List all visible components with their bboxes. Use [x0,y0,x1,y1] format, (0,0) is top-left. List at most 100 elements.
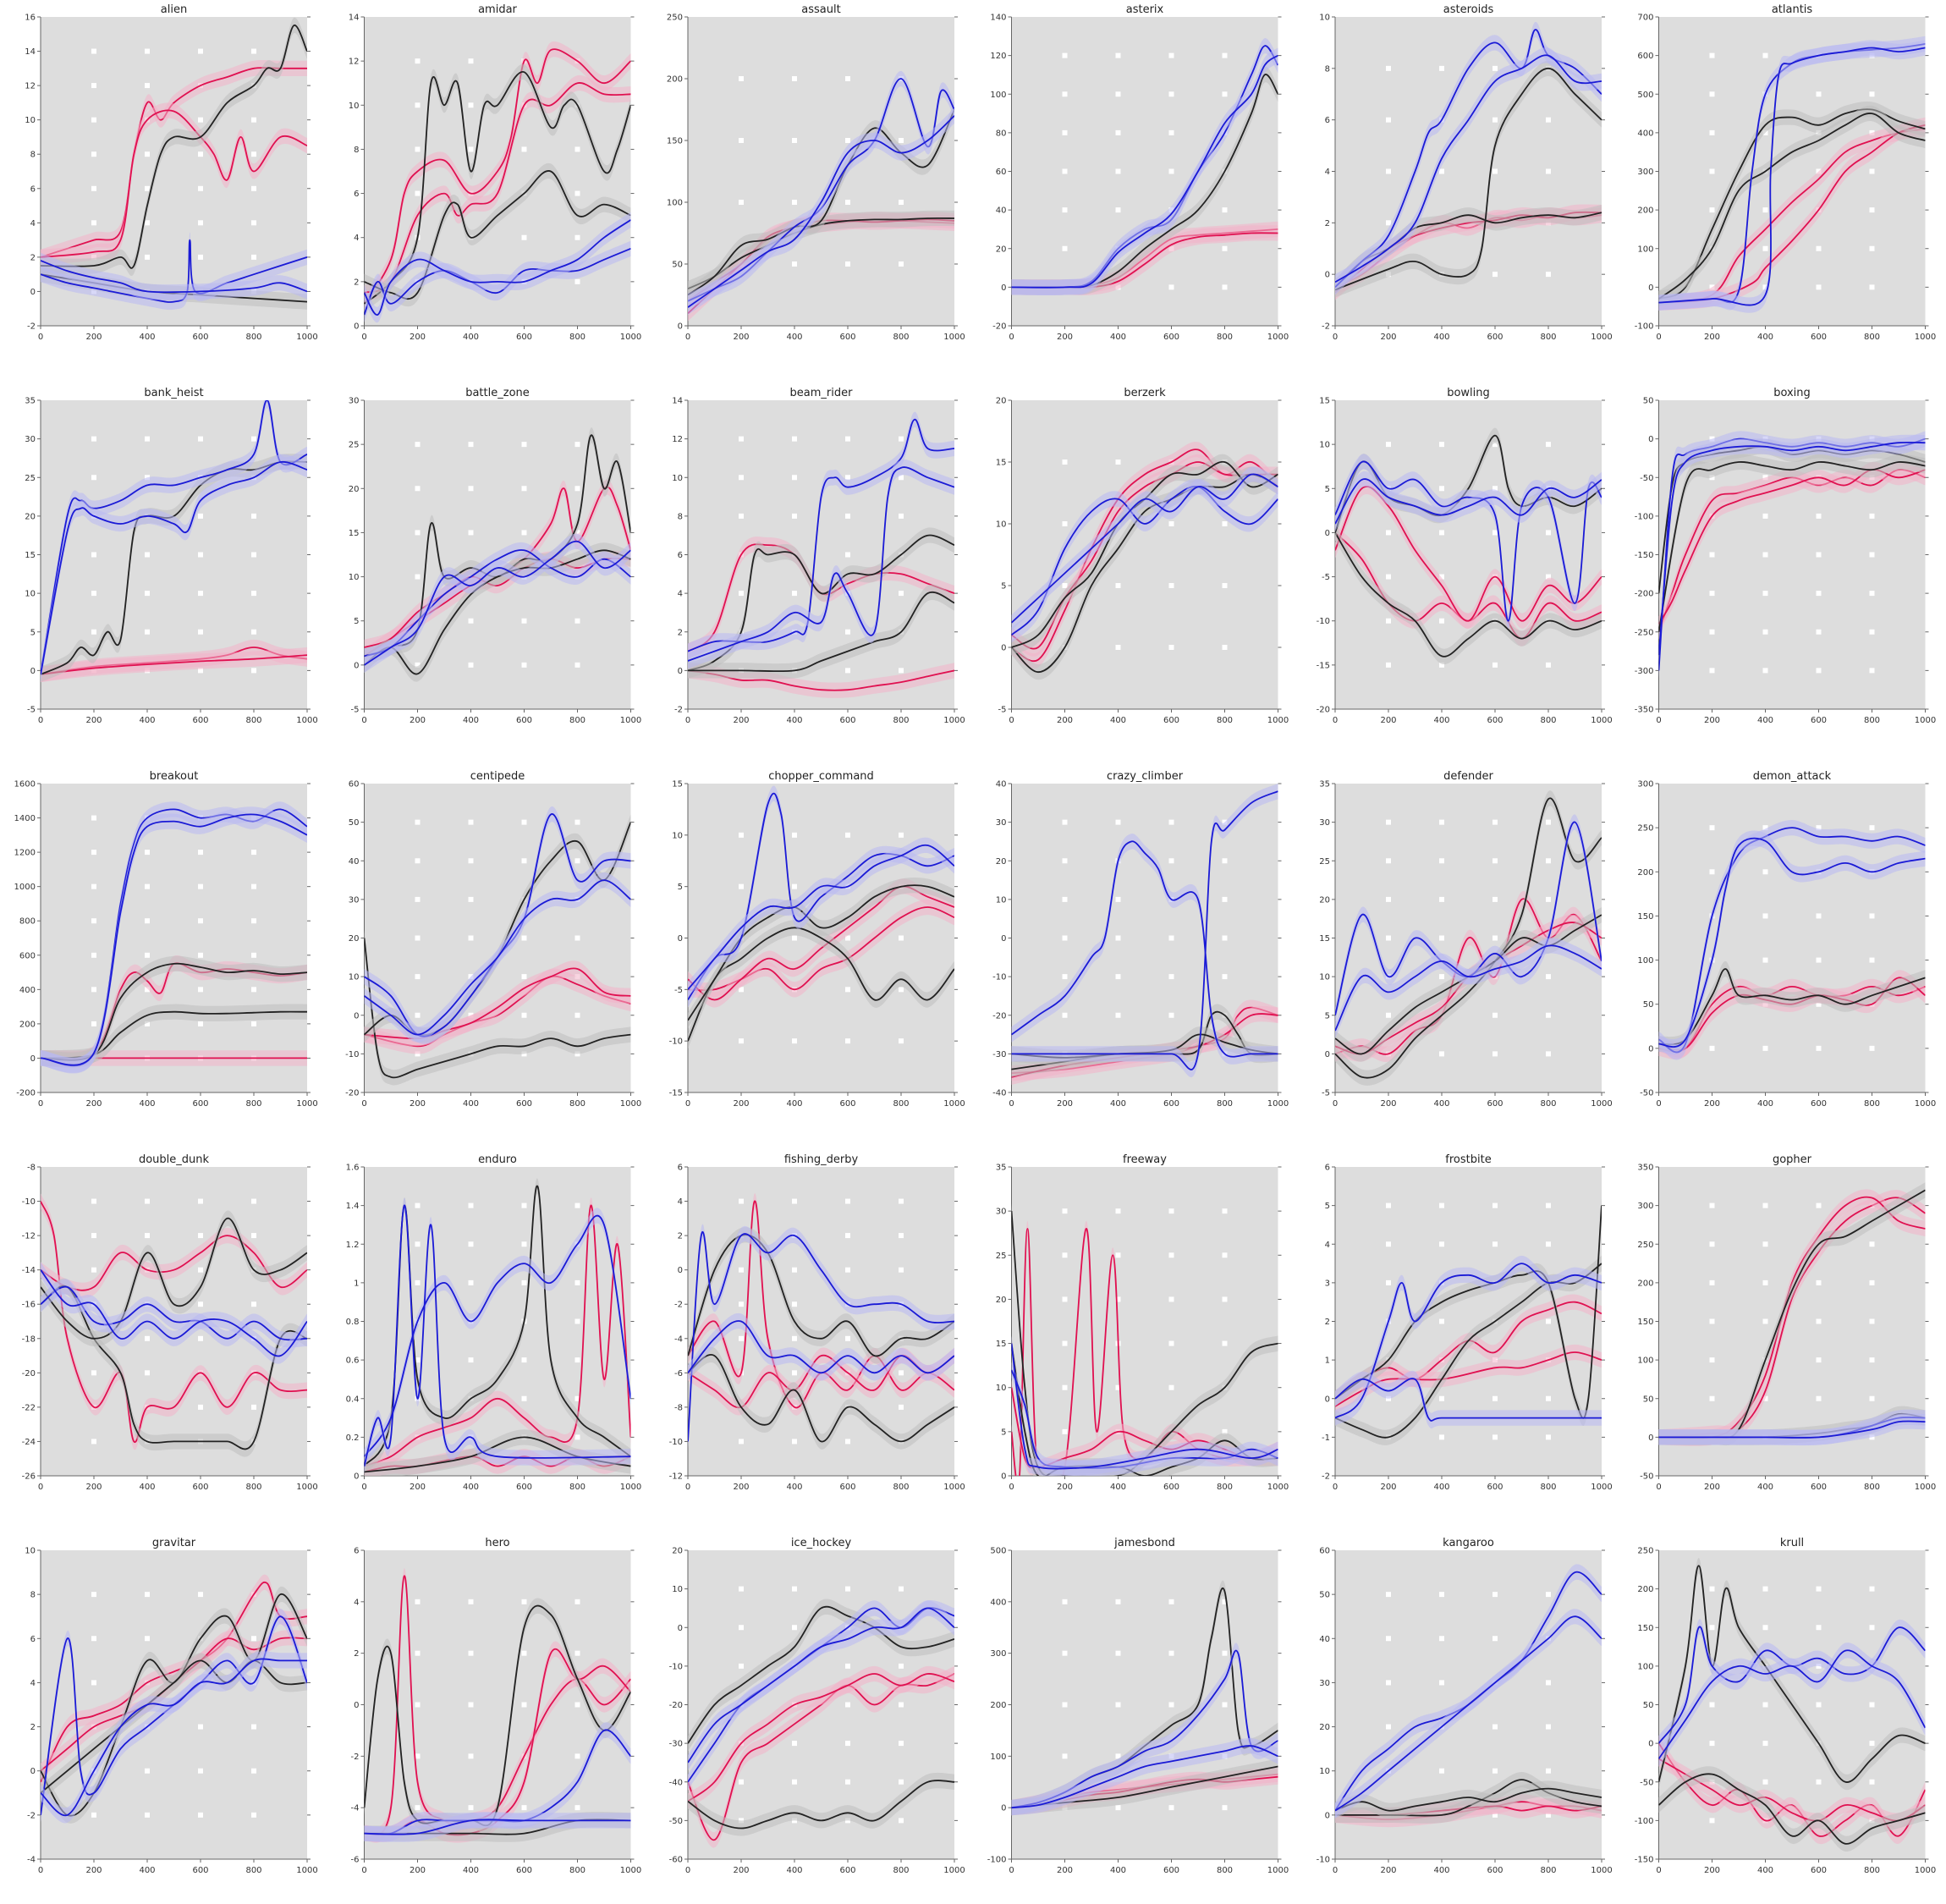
grid-dot [1222,1428,1228,1434]
grid-dot [91,850,96,856]
series-band [1335,470,1602,532]
grid-dot [1869,1241,1875,1247]
grid-dot [415,1702,421,1708]
y-tick-label: 4 [1325,1241,1330,1250]
series-group [364,427,631,682]
grid-dot [1709,1241,1715,1247]
x-tick-label: 0 [1333,333,1338,342]
grid-dot [899,935,904,941]
grid-dot [145,1812,150,1818]
grid-dot [792,76,797,81]
x-tick-label: 400 [1110,1483,1126,1492]
grid-dot [1816,1625,1822,1631]
panel-krull: krull -150 -100 -50 0 50 100 150 200 250 0 200 400 60… [1635,1537,1936,1875]
grid-dot [739,1335,744,1341]
grid-dot [574,1279,580,1285]
y-tick-label: 2 [30,1723,36,1732]
y-tick-label: 4 [354,1598,359,1607]
series-line-red [1658,1758,1926,1822]
series-group [1658,1182,1926,1446]
panel-frostbite: frostbite -2 -1 0 1 2 3 4 5 6 0 200 400 600 800 1000 [1322,1153,1613,1492]
grid-dot [899,1818,904,1824]
series-line-blue [1011,840,1278,1058]
y-tick-label: 4 [678,590,683,599]
grid-dot [521,1805,527,1811]
series-group [1658,36,1926,313]
grid-dot [739,1663,744,1669]
x-tick-label: 200 [1704,1099,1720,1109]
y-tick-label: 10 [349,573,360,582]
grid-dot [574,530,580,536]
x-tick-label: 400 [786,1866,802,1875]
series-band [1335,1609,1602,1819]
series-band [41,1609,307,1823]
grid-dot [91,987,96,993]
panel-title: fishing_derby [784,1153,859,1166]
grid-dot [1869,1395,1875,1401]
grid-dot [251,883,256,889]
grid-dot [251,1724,256,1730]
grid-dot [1386,858,1391,864]
y-tick-label: 0 [1325,1395,1330,1404]
grid-dot [574,1753,580,1759]
x-tick-label: 400 [463,1099,479,1109]
grid-dot [1439,1318,1444,1324]
x-tick-label: 1000 [296,333,317,342]
grid-dot [1439,662,1444,668]
grid-dot [1546,819,1551,825]
series-band [364,542,631,664]
grid-dot [845,832,850,838]
x-tick-label: 200 [410,1483,426,1492]
panel-title: gravitar [152,1537,196,1549]
grid-dot [845,1439,850,1445]
y-tick-label: 40 [1319,1635,1330,1644]
grid-dot [468,1599,474,1604]
x-tick-label: 200 [410,1099,426,1109]
x-tick-label: 200 [410,1866,426,1875]
x-tick-label: 200 [1704,716,1720,725]
grid-dot [1168,858,1174,864]
y-tick-label: 15 [672,780,683,790]
grid-dot [1115,207,1121,213]
y-tick-label: -50 [1640,1472,1653,1482]
grid-dot [1168,1012,1174,1018]
grid-dot [1816,913,1822,919]
grid-dot [1386,1241,1391,1247]
series-line-black [41,25,307,269]
panel-title: centipede [470,770,525,783]
y-tick-label: 0 [354,322,359,332]
grid-dot [198,1021,203,1026]
grid-dot [1222,858,1228,864]
panel-enduro: enduro 0 0.2 0.4 0.6 0.8 1 1.2 1.4 1.6 0 200 400 600 8… [346,1153,642,1492]
series-line-black [688,1780,954,1830]
series-band [41,59,307,265]
series-group [1335,427,1602,665]
grid-dot [1762,591,1768,597]
grid-dot [792,832,797,838]
grid-dot [845,1702,850,1708]
grid-dot [1062,52,1068,58]
x-tick-label: 800 [569,716,585,725]
grid-dot [91,117,96,123]
grid-dot [792,883,797,889]
grid-dot [899,475,904,481]
grid-dot [415,442,421,448]
grid-dot [1168,168,1174,174]
grid-dot [145,952,150,958]
y-tick-label: 0 [1001,934,1006,944]
grid-dot [899,1198,904,1204]
grid-dot [899,1741,904,1747]
y-tick-label: -2 [674,1301,683,1310]
y-tick-label: 5 [1001,1428,1006,1437]
x-tick-label: 800 [245,1866,261,1875]
y-tick-label: 60 [996,168,1007,177]
grid-dot [198,918,203,924]
grid-dot [899,1267,904,1273]
x-tick-label: 200 [1057,1866,1073,1875]
grid-dot [1386,618,1391,624]
grid-dot [1492,896,1498,902]
grid-dot [468,1012,474,1018]
grid-dot [899,1404,904,1410]
grid-dot [1546,1012,1551,1018]
